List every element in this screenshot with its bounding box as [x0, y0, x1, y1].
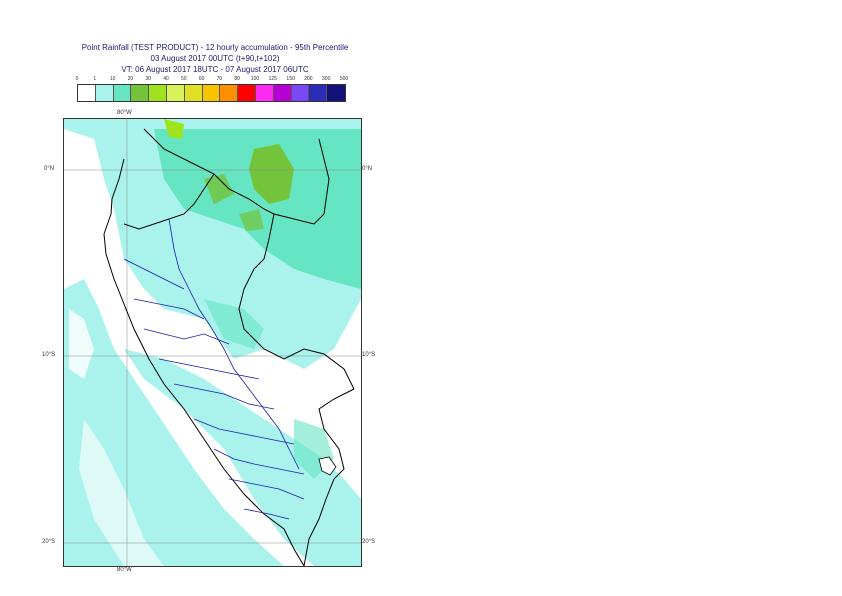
legend-swatch — [291, 85, 310, 101]
legend-tick-label: 60 — [198, 76, 205, 82]
legend-swatch — [95, 85, 114, 101]
graticule — [64, 119, 361, 566]
lat-label-20-left: 20°S — [42, 539, 56, 545]
legend-tick-label: 125 — [268, 76, 277, 82]
legend-tick-label: 30 — [145, 76, 151, 82]
legend-tick-label: 0 — [75, 76, 79, 82]
title-line-2: 03 August 2017 00UTC (t+90,t+102) — [150, 54, 280, 63]
legend-tick-label: 500 — [339, 76, 349, 82]
legend-tick-label: 300 — [322, 76, 331, 82]
title-line-1: Point Rainfall (TEST PRODUCT) - 12 hourl… — [81, 43, 349, 52]
map-canvas — [64, 119, 361, 566]
legend-swatch — [184, 85, 203, 101]
country-borders — [103, 128, 355, 566]
lat-label-10-left: 10°S — [42, 352, 56, 358]
legend-swatch — [309, 85, 328, 101]
legend-swatch — [202, 85, 221, 101]
legend-tick-label: 100 — [250, 76, 260, 82]
region-borders — [123, 218, 305, 520]
map-title: Point Rainfall (TEST PRODUCT) - 12 hourl… — [40, 42, 390, 75]
legend-swatch — [113, 85, 132, 101]
legend-tick-label: 80 — [234, 76, 240, 82]
rainfall-map[interactable] — [63, 118, 362, 567]
legend-swatch — [149, 85, 167, 101]
lat-label-10-right: 10°S — [362, 352, 376, 358]
lon-label-bottom: 80°W — [117, 567, 132, 573]
lat-label-20-right: 20°S — [362, 539, 376, 545]
legend-tick-label: 20 — [127, 76, 134, 82]
legend-tick-label: 40 — [163, 76, 169, 82]
legend-swatch — [131, 85, 150, 101]
legend-tick-label: 10 — [109, 76, 116, 82]
legend-tick-label: 1 — [93, 76, 97, 82]
legend-swatch — [327, 85, 345, 101]
legend-swatch — [238, 85, 256, 101]
lon-label-top: 80°W — [117, 110, 132, 116]
legend-bar — [77, 84, 346, 102]
lat-label-0-left: 0°N — [44, 166, 55, 172]
legend-tick-label: 200 — [304, 76, 313, 82]
legend-ticks: 0 1 10 20 30 40 50 60 70 80 100 125 150 200 300 500 — [75, 76, 349, 86]
legend-tick-label: 150 — [286, 76, 295, 82]
legend-swatch — [220, 85, 239, 101]
legend-swatch — [273, 85, 292, 101]
legend-swatch — [166, 85, 185, 101]
title-line-3: VT: 06 August 2017 18UTC - 07 August 201… — [121, 65, 309, 74]
lat-label-0-right: 0°N — [362, 166, 373, 172]
legend-tick-label: 50 — [181, 76, 187, 82]
legend-tick-label: 70 — [216, 76, 223, 82]
legend-swatch — [255, 85, 274, 101]
rain-heavy-areas — [164, 119, 294, 231]
lake — [318, 456, 337, 476]
legend-swatch — [78, 85, 96, 101]
